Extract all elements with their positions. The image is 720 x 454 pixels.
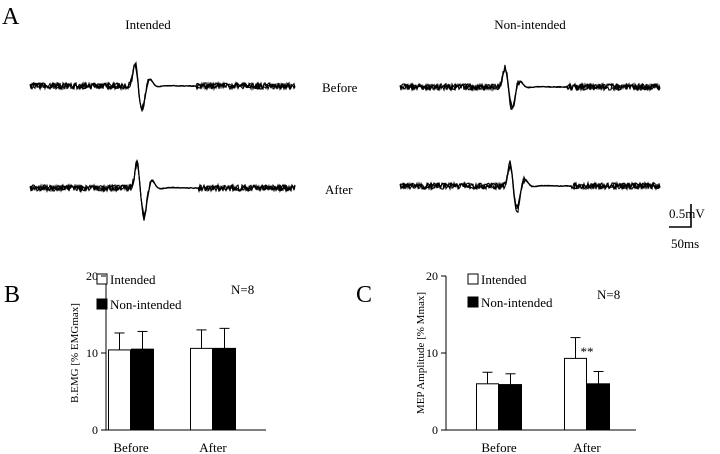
chart-c-ytick-label-10: 10 bbox=[426, 346, 438, 360]
chart-c-legend-swatch-intended bbox=[467, 273, 479, 285]
trace-intended-before-3 bbox=[29, 61, 296, 113]
chart-b-legend-swatch-nonintended bbox=[96, 298, 108, 310]
chart-b-bemg: B.EMG [% EMGmax] N=8 Intended Non-intend… bbox=[69, 269, 266, 454]
chart-b-bar-non-intended-before bbox=[131, 348, 154, 431]
trace-nonintended-after-3 bbox=[399, 160, 661, 213]
panel-label-c: C bbox=[356, 282, 372, 308]
chart-b-bar-non-intended-after bbox=[213, 347, 236, 431]
trace-intended-after-3 bbox=[29, 158, 296, 221]
chart-c-bar-intended-after bbox=[564, 357, 587, 431]
trace-col-nonintended: Non-intended bbox=[494, 17, 566, 32]
panel-label-a: A bbox=[2, 4, 20, 30]
scale-bar: 0.5mV 50ms bbox=[669, 204, 705, 251]
panel-label-b: B bbox=[4, 282, 20, 308]
chart-b-bar-intended-after bbox=[190, 347, 213, 431]
chart-c-bar-non-intended-before bbox=[499, 384, 522, 431]
chart-b-ytick-label-0: 0 bbox=[92, 423, 98, 437]
scale-bar-lines bbox=[669, 204, 692, 228]
chart-b-legend-nonintended: Non-intended bbox=[110, 297, 182, 312]
chart-b-ytick-label-10: 10 bbox=[86, 346, 98, 360]
chart-b-bar-intended-before bbox=[108, 349, 131, 431]
chart-b-category-label-before: Before bbox=[113, 440, 149, 454]
trace-row-after: After bbox=[325, 182, 353, 197]
chart-b-legend-swatch-intended bbox=[96, 273, 108, 285]
chart-b-legend-intended: Intended bbox=[110, 272, 156, 287]
chart-c-legend-nonintended: Non-intended bbox=[481, 295, 553, 310]
trace-col-intended: Intended bbox=[125, 17, 171, 32]
emg-traces bbox=[29, 61, 661, 221]
chart-c-category-label-after: After bbox=[573, 440, 601, 454]
chart-c-bar-non-intended-after bbox=[587, 383, 610, 431]
chart-c-category-label-before: Before bbox=[481, 440, 517, 454]
trace-row-before: Before bbox=[322, 80, 358, 95]
chart-b-ytick-label-20: 20 bbox=[86, 269, 98, 283]
chart-c-y-label: MEP Amplitude [% Mmax] bbox=[415, 292, 427, 414]
chart-c-mep: MEP Amplitude [% Mmax] N=8 Intended Non-… bbox=[415, 269, 636, 454]
chart-c-bar-intended-before bbox=[476, 383, 499, 431]
scale-bar-time: 50ms bbox=[671, 236, 699, 251]
trace-nonintended-before-3 bbox=[399, 64, 661, 110]
chart-c-significance-marker: ** bbox=[581, 344, 594, 359]
chart-c-ytick-label-20: 20 bbox=[426, 269, 438, 283]
chart-c-ytick-label-0: 0 bbox=[432, 423, 438, 437]
chart-b-n-label: N=8 bbox=[231, 282, 254, 297]
chart-c-n-label: N=8 bbox=[597, 287, 620, 302]
chart-b-category-label-after: After bbox=[199, 440, 227, 454]
chart-b-y-label: B.EMG [% EMGmax] bbox=[69, 303, 81, 403]
chart-c-legend-intended: Intended bbox=[481, 272, 527, 287]
chart-c-legend-swatch-nonintended bbox=[467, 296, 479, 308]
scale-bar-voltage: 0.5mV bbox=[669, 206, 705, 221]
